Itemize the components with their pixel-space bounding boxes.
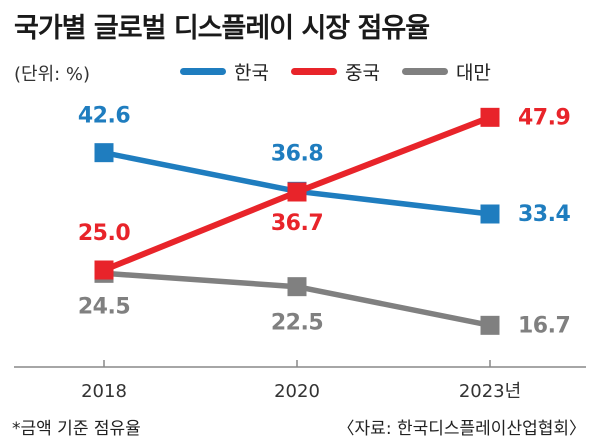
legend-label-china: 중국 <box>344 62 380 84</box>
data-label-taiwan: 16.7 <box>518 313 570 338</box>
data-point-taiwan <box>480 315 500 335</box>
data-label-china: 25.0 <box>78 221 130 246</box>
data-label-china: 47.9 <box>518 105 570 130</box>
data-point-china <box>287 182 307 202</box>
legend-item-taiwan: 대만 <box>401 58 491 85</box>
data-label-taiwan: 24.5 <box>78 294 130 319</box>
data-label-korea: 33.4 <box>518 202 570 227</box>
x-tick-label: 2023년 <box>459 381 521 402</box>
unit-label: (단위: %) <box>14 64 91 85</box>
chart-legend: 한국 중국 대만 <box>180 58 491 85</box>
legend-swatch-taiwan <box>401 68 448 75</box>
x-tick-label: 2020 <box>274 381 320 402</box>
data-label-korea: 42.6 <box>78 104 130 129</box>
legend-item-china: 중국 <box>290 58 380 85</box>
legend-label-taiwan: 대만 <box>455 62 491 84</box>
legend-swatch-china <box>290 68 337 75</box>
data-label-korea: 36.8 <box>271 141 323 166</box>
legend-label-korea: 한국 <box>234 62 269 84</box>
data-label-china: 36.7 <box>271 211 323 236</box>
legend-swatch-korea <box>180 68 226 75</box>
data-point-taiwan <box>287 277 307 297</box>
x-tick-label: 2018 <box>81 381 127 402</box>
footnote: *금액 기준 점유율 <box>12 419 141 439</box>
data-point-korea <box>94 143 114 163</box>
source-note: 〈자료: 한국디스플레이산업협회〉 <box>337 419 586 439</box>
chart-title: 국가별 글로벌 디스플레이 시장 점유율 <box>14 13 430 44</box>
data-point-china <box>480 107 500 127</box>
legend-item-korea: 한국 <box>180 58 269 85</box>
data-point-china <box>94 260 114 280</box>
data-point-korea <box>480 204 500 224</box>
data-label-taiwan: 22.5 <box>271 311 323 336</box>
